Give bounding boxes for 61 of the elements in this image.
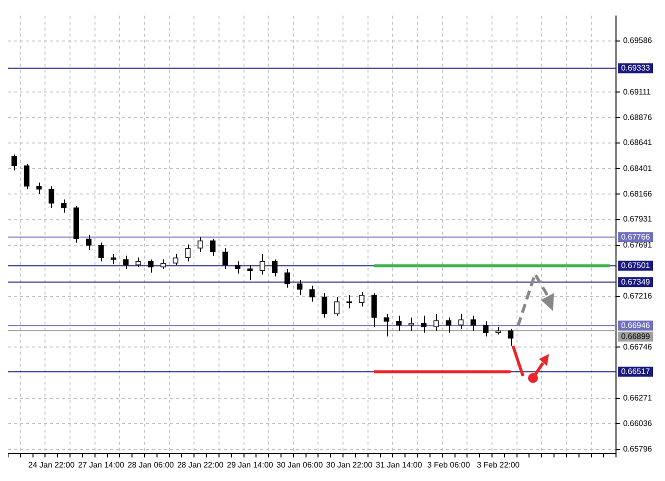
y-tick-label: 0.67691 xyxy=(623,240,653,250)
ref-line-label: 0.66517 xyxy=(621,367,651,376)
y-tick-label: 0.67216 xyxy=(623,292,653,301)
candlestick xyxy=(148,259,154,274)
ref-line-label: 0.67349 xyxy=(621,277,651,286)
candlestick xyxy=(222,248,228,270)
x-tick-label: 27 Jan 14:00 xyxy=(78,460,125,470)
candlestick xyxy=(309,285,315,302)
candlestick xyxy=(210,238,216,256)
candlestick xyxy=(284,268,290,288)
candlestick xyxy=(508,328,514,346)
x-tick-label: 24 Jan 22:00 xyxy=(28,460,76,470)
y-tick-label: 0.69111 xyxy=(623,87,652,96)
x-tick-label: 30 Jan 06:00 xyxy=(276,460,324,470)
y-tick-label: 0.67931 xyxy=(623,214,653,224)
candlestick xyxy=(446,317,452,334)
candlestick xyxy=(198,236,204,252)
candlestick xyxy=(48,186,54,208)
candlestick xyxy=(358,292,365,307)
candlestick xyxy=(260,253,266,275)
candlestick xyxy=(135,257,142,268)
y-tick-label: 0.66271 xyxy=(623,394,653,403)
y-tick-label: 0.68876 xyxy=(623,112,653,122)
x-tick-label: 28 Jan 22:00 xyxy=(177,460,224,470)
y-tick-label: 0.68166 xyxy=(623,189,653,198)
candlestick xyxy=(458,313,464,330)
ref-line-label: 0.69333 xyxy=(621,63,651,72)
candlestick xyxy=(98,242,104,262)
x-tick-label: 3 Feb 06:00 xyxy=(427,460,470,470)
ref-line-label: 0.67766 xyxy=(621,232,651,242)
candlestick xyxy=(86,234,92,251)
y-tick-label: 0.66036 xyxy=(623,418,653,428)
candlestick xyxy=(396,315,402,332)
candlestick xyxy=(272,259,278,277)
candlestick xyxy=(172,253,178,266)
x-tick-label: 31 Jan 14:00 xyxy=(376,460,423,470)
y-tick-label: 0.65796 xyxy=(623,444,653,454)
x-tick-label: 3 Feb 22:00 xyxy=(476,460,520,470)
candlestick xyxy=(470,315,476,332)
y-tick-label: 0.68401 xyxy=(623,164,653,173)
y-tick-label: 0.68641 xyxy=(623,138,653,148)
ref-line-label: 0.67501 xyxy=(621,260,651,270)
candlestick xyxy=(371,292,377,328)
ref-line-label: 0.66899 xyxy=(621,332,651,341)
y-tick-label: 0.69586 xyxy=(623,36,653,46)
candlestick xyxy=(433,313,439,332)
x-tick-label: 28 Jan 06:00 xyxy=(128,460,174,470)
candlestick xyxy=(322,292,328,318)
candlestick xyxy=(36,182,42,194)
candlestick xyxy=(420,315,427,334)
candlestick xyxy=(334,296,340,316)
x-tick-label: 30 Jan 22:00 xyxy=(326,460,373,470)
candlestick xyxy=(11,154,18,171)
candlestick xyxy=(123,255,129,270)
x-tick-label: 29 Jan 14:00 xyxy=(226,460,274,470)
candlestick xyxy=(160,259,166,270)
candlestick xyxy=(296,280,302,296)
candlestick xyxy=(185,244,191,262)
y-tick-label: 0.66746 xyxy=(623,342,653,352)
candlestick xyxy=(24,163,30,190)
ref-line-label: 0.66946 xyxy=(621,320,651,330)
